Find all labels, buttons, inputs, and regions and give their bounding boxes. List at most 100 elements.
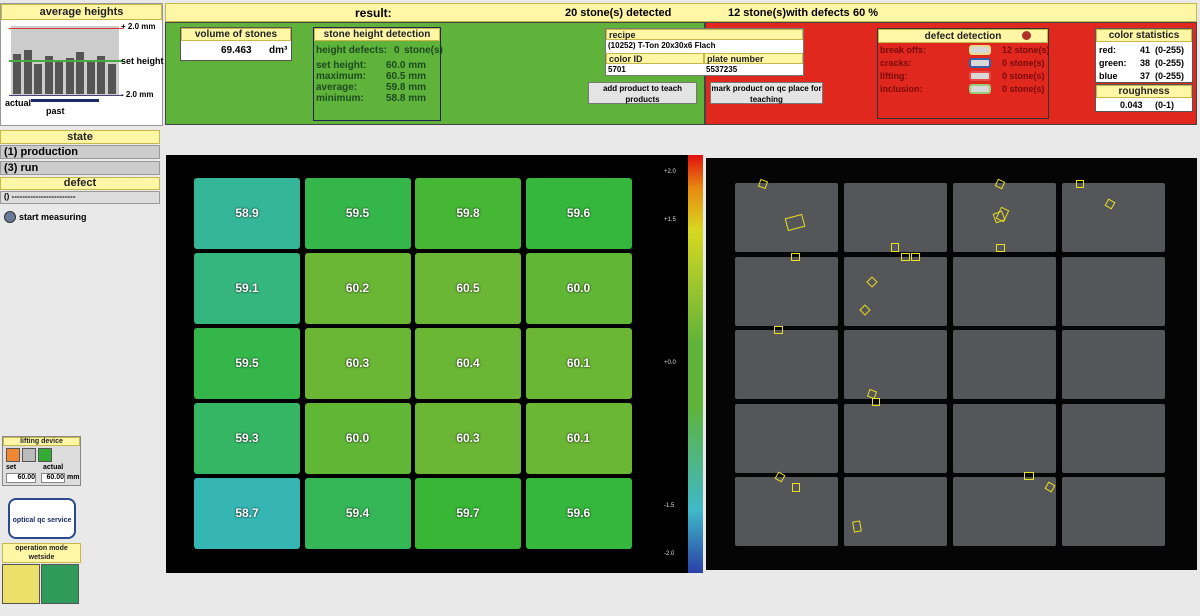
history-bar	[44, 56, 53, 94]
value: (10252) T-Ton 20x30x6 Flach	[608, 41, 716, 50]
settings-button[interactable]	[41, 564, 79, 604]
height-value: 59.3	[235, 431, 259, 445]
lock-button[interactable]	[2, 564, 40, 604]
color-pill	[969, 45, 991, 55]
defect-detection: defect detection break offs: 12 stone(s) cr…	[877, 28, 1050, 119]
title: color statistics	[1096, 29, 1192, 42]
defect-value: () ------------------------	[0, 191, 160, 204]
height-value: 60.1	[566, 356, 591, 370]
height-value: 60.2	[345, 281, 370, 295]
recipe-box: recipe (10252) T-Ton 20x30x6 Flach color I…	[605, 28, 804, 76]
range: (0-255)	[1155, 58, 1185, 68]
stone	[735, 256, 838, 326]
label: set height:	[316, 60, 367, 71]
start-measuring[interactable]: start measuring	[19, 212, 87, 222]
state-item: (3) run	[0, 161, 160, 175]
defect-box	[791, 253, 800, 261]
value: 37	[1139, 71, 1150, 81]
unit: mm	[67, 474, 80, 481]
with-defects: 12 stone(s)with defects	[728, 7, 850, 19]
detected: 20 stone(s) detected	[565, 7, 672, 19]
label: set	[6, 464, 17, 471]
value: 0.043	[1120, 100, 1143, 110]
panel-title: average heights	[1, 4, 162, 20]
history-bar	[97, 56, 105, 94]
history-bar	[86, 62, 95, 94]
value: 0 stone(s)	[1002, 84, 1045, 94]
height-tile: 60.3	[304, 328, 411, 399]
defect-box	[901, 253, 910, 261]
height-tile: 60.1	[525, 403, 632, 474]
label: actual	[43, 464, 64, 471]
defect-title: defect	[0, 177, 160, 190]
height-detection: stone height detection height defects: 0 st…	[313, 27, 443, 121]
color-pill	[969, 84, 991, 94]
height-tile: 58.7	[194, 478, 300, 549]
icon[interactable]	[6, 448, 20, 462]
height-tile: 59.7	[415, 478, 521, 549]
value: 5537235	[706, 65, 738, 74]
height-tile: 59.6	[525, 178, 632, 249]
colorbar-tick: +0.0	[664, 360, 676, 366]
service-button[interactable]: optical qc service	[8, 498, 76, 539]
percent: 60 %	[853, 7, 879, 19]
result-title: result:	[355, 6, 392, 20]
title: lifting device	[3, 437, 80, 446]
history-bar	[76, 52, 84, 94]
height-tile: 60.3	[415, 403, 521, 474]
height-tile: 59.3	[194, 403, 300, 474]
icon[interactable]	[22, 448, 36, 462]
height-map: 58.9 59.5 59.8 59.6 59.1 60.2 60.5 60.0 59.5 60.3…	[166, 155, 703, 573]
set-line	[9, 60, 123, 62]
value: 0 stone(s)	[1002, 58, 1045, 68]
defect-box	[792, 483, 800, 492]
range: (0-255)	[1155, 71, 1185, 81]
height-value: 60.1	[566, 431, 591, 445]
state-item: (1) production	[0, 145, 160, 159]
stone	[735, 330, 838, 399]
value: 60.0 mm	[386, 60, 427, 71]
title: stone height detection	[314, 28, 440, 41]
add-product-button[interactable]: add product to teach products	[588, 82, 697, 104]
value: 38	[1139, 58, 1150, 68]
height-tile: 60.0	[304, 403, 411, 474]
stone	[953, 330, 1056, 399]
radio[interactable]	[4, 211, 16, 223]
defect-box	[911, 253, 920, 261]
label: minimum:	[316, 93, 364, 104]
unit: stone(s)	[404, 45, 443, 56]
height-value: 60.0	[345, 431, 370, 445]
stone	[1062, 256, 1165, 326]
range: (0-255)	[1155, 45, 1185, 55]
icon[interactable]	[38, 448, 52, 462]
height-value: 59.1	[235, 281, 259, 295]
height-value: 59.6	[566, 506, 591, 520]
color-statistics: color statistics red: 41 (0-255) green: 38 (0-…	[1095, 28, 1193, 83]
height-tile: 60.4	[415, 328, 521, 399]
height-tile: 59.4	[304, 478, 411, 549]
history-bar	[55, 60, 63, 94]
arrow	[31, 99, 99, 102]
history-bar	[23, 50, 32, 94]
stone	[735, 183, 838, 252]
height-value: 60.3	[456, 431, 480, 445]
history-bar	[34, 64, 42, 94]
height-tile: 60.5	[415, 253, 521, 324]
stone	[844, 477, 947, 546]
volume-box: volume of stones 69.463 dm³	[180, 27, 292, 61]
history-bar	[65, 58, 74, 94]
label: green:	[1099, 58, 1127, 68]
defect-box	[774, 326, 783, 334]
label: color ID	[606, 53, 704, 64]
defect-box	[872, 398, 880, 406]
color-pill	[969, 71, 991, 81]
stone	[1062, 477, 1165, 546]
stone	[953, 477, 1056, 546]
height-tile: 58.9	[194, 178, 300, 249]
lower-line	[9, 95, 123, 96]
roughness: roughness 0.043 (0-1)	[1095, 84, 1193, 112]
value: 12 stone(s)	[1002, 45, 1050, 55]
mark-product-button[interactable]: mark product on qc place for teaching	[710, 82, 823, 104]
upper-line	[9, 28, 123, 29]
height-value: 58.7	[235, 506, 259, 520]
